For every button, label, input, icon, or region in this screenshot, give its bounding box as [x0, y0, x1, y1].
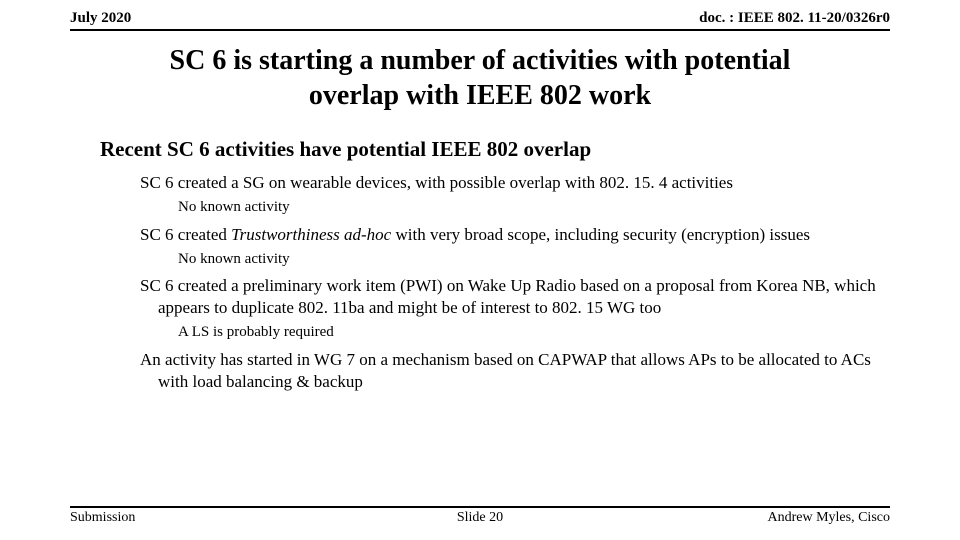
header-doc-id: doc. : IEEE 802. 11-20/0326r0 — [699, 10, 890, 27]
header-date: July 2020 — [70, 10, 131, 27]
slide-title: SC 6 is starting a number of activities … — [70, 43, 890, 113]
bullet-sub-item: No known activity — [178, 198, 890, 218]
bullet-sub-item: A LS is probably required — [178, 323, 890, 343]
footer-slide-number: Slide 20 — [457, 510, 503, 526]
bullet-item: SC 6 created a preliminary work item (PW… — [140, 275, 890, 319]
title-line2: overlap with IEEE 802 work — [70, 78, 890, 113]
slide-header: July 2020 doc. : IEEE 802. 11-20/0326r0 — [70, 10, 890, 31]
slide-footer: Submission Slide 20 Andrew Myles, Cisco — [70, 506, 890, 526]
bullet-item: SC 6 created a SG on wearable devices, w… — [140, 172, 890, 194]
bullet-text-italic: Trustworthiness ad-hoc — [231, 225, 391, 244]
slide: July 2020 doc. : IEEE 802. 11-20/0326r0 … — [0, 0, 960, 540]
section-heading: Recent SC 6 activities have potential IE… — [100, 137, 890, 162]
footer-author: Andrew Myles, Cisco — [768, 510, 891, 526]
bullet-sub-item: No known activity — [178, 250, 890, 270]
bullet-text-pre: SC 6 created — [140, 225, 231, 244]
footer-left: Submission — [70, 510, 135, 526]
bullet-item: An activity has started in WG 7 on a mec… — [140, 349, 890, 393]
bullet-text-post: with very broad scope, including securit… — [391, 225, 810, 244]
title-line1: SC 6 is starting a number of activities … — [70, 43, 890, 78]
bullet-item: SC 6 created Trustworthiness ad-hoc with… — [140, 224, 890, 246]
